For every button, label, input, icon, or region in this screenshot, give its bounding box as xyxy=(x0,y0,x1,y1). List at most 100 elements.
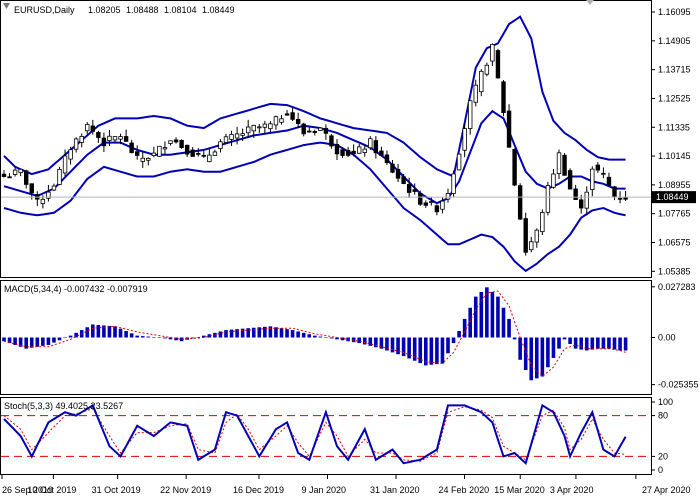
macd-bar xyxy=(124,330,128,338)
price-candle xyxy=(307,126,312,133)
macd-bar xyxy=(329,337,334,339)
time-tick-label: 16 Dec 2019 xyxy=(233,485,284,495)
price-candle xyxy=(423,200,428,208)
price-candle xyxy=(584,186,589,215)
price-candle xyxy=(101,132,107,152)
macd-bar xyxy=(268,326,273,338)
price-candle xyxy=(257,123,262,133)
price-candle xyxy=(173,137,179,144)
price-candle xyxy=(262,120,268,134)
macd-bar xyxy=(174,337,178,341)
price-candle xyxy=(373,136,379,159)
macd-bar xyxy=(235,329,239,338)
price-candle xyxy=(434,204,440,216)
price-candle xyxy=(107,129,112,146)
price-candle xyxy=(623,190,628,201)
macd-bar xyxy=(279,328,284,338)
price-candle xyxy=(18,168,23,177)
price-candle xyxy=(545,181,551,216)
macd-bar xyxy=(440,337,445,364)
time-tick-label: 31 Jan 2020 xyxy=(370,485,420,495)
price-candle xyxy=(229,130,234,147)
time-tick-label: 26 Sep 2019 xyxy=(2,485,53,495)
macd-bar xyxy=(113,326,117,338)
price-tick-label: 1.13715 xyxy=(658,65,691,75)
stoch-tick-label: 20 xyxy=(658,451,668,461)
last-price-box xyxy=(652,191,696,204)
price-candle xyxy=(312,129,317,136)
macd-bar xyxy=(557,337,561,349)
price-candle xyxy=(68,146,73,165)
macd-bar xyxy=(52,337,56,343)
macd-header: MACD(5,34,4) -0.007432 -0.007919 xyxy=(4,284,148,294)
price-candle xyxy=(412,183,417,195)
macd-bar xyxy=(479,291,484,338)
macd-tick-label: 0.027283 xyxy=(658,282,696,292)
macd-bar xyxy=(285,329,289,338)
macd-bar xyxy=(257,327,262,338)
macd-bar xyxy=(240,328,245,338)
price-candle xyxy=(462,123,467,158)
price-candle xyxy=(506,104,512,148)
price-candle xyxy=(162,141,168,156)
price-candle xyxy=(512,148,517,187)
price-candle xyxy=(234,126,240,145)
price-candle xyxy=(318,127,323,131)
macd-bar xyxy=(490,291,495,338)
macd-bar xyxy=(129,333,134,338)
macd-bar xyxy=(418,337,423,364)
price-candle xyxy=(390,160,395,174)
macd-bar xyxy=(290,330,295,338)
macd-bar xyxy=(435,337,439,365)
price-candle xyxy=(57,166,62,186)
macd-bar xyxy=(85,327,90,338)
price-candle xyxy=(362,143,367,157)
macd-bar xyxy=(501,307,506,338)
price-candle xyxy=(223,133,229,144)
macd-bar xyxy=(7,337,12,344)
macd-bar xyxy=(157,337,162,338)
bollinger-upper-band xyxy=(3,15,626,178)
price-candle xyxy=(35,191,40,207)
price-axis-ticks: 1.16095 1.14905 1.13715 1.12525 1.11335 1.101… xyxy=(651,7,691,276)
price-tick-label: 1.07765 xyxy=(658,209,691,219)
macd-bar xyxy=(390,337,395,353)
macd-bar xyxy=(63,337,67,338)
price-candle xyxy=(323,124,329,140)
price-header-symbol: EURUSD,Daily xyxy=(14,5,75,15)
price-candle xyxy=(62,149,68,177)
macd-bar xyxy=(202,335,206,338)
macd-bar xyxy=(518,337,522,360)
price-candle xyxy=(79,133,84,148)
price-candle xyxy=(329,134,334,149)
time-tick-label: 22 Nov 2019 xyxy=(160,485,211,495)
price-candle xyxy=(190,146,195,157)
macd-bar xyxy=(618,337,622,351)
price-header-close: 1.08449 xyxy=(202,5,235,15)
price-candle xyxy=(451,170,456,197)
macd-bar xyxy=(246,328,250,338)
price-candle xyxy=(279,114,284,125)
macd-bar xyxy=(229,329,234,338)
time-tick-label: 15 Mar 2020 xyxy=(494,485,545,495)
macd-bar xyxy=(57,337,62,341)
price-candle xyxy=(218,139,223,153)
macd-signal-line xyxy=(3,290,626,378)
stoch-tick-label: 100 xyxy=(658,397,673,407)
macd-bar xyxy=(596,337,600,349)
price-tick-label: 1.16095 xyxy=(658,7,691,17)
price-tick-label: 1.11335 xyxy=(658,122,690,132)
corner-marker-icon xyxy=(3,3,10,9)
price-candle xyxy=(495,48,501,79)
macd-bar xyxy=(196,337,201,338)
macd-bar xyxy=(424,337,428,366)
price-candle xyxy=(268,121,273,133)
macd-bar xyxy=(41,337,45,346)
macd-bar xyxy=(218,331,223,338)
price-candle xyxy=(46,184,51,202)
time-tick-label: 3 Apr 2020 xyxy=(550,485,594,495)
macd-bar xyxy=(485,287,489,338)
stochastic-lines: 100 80 20 0 xyxy=(1,397,673,475)
